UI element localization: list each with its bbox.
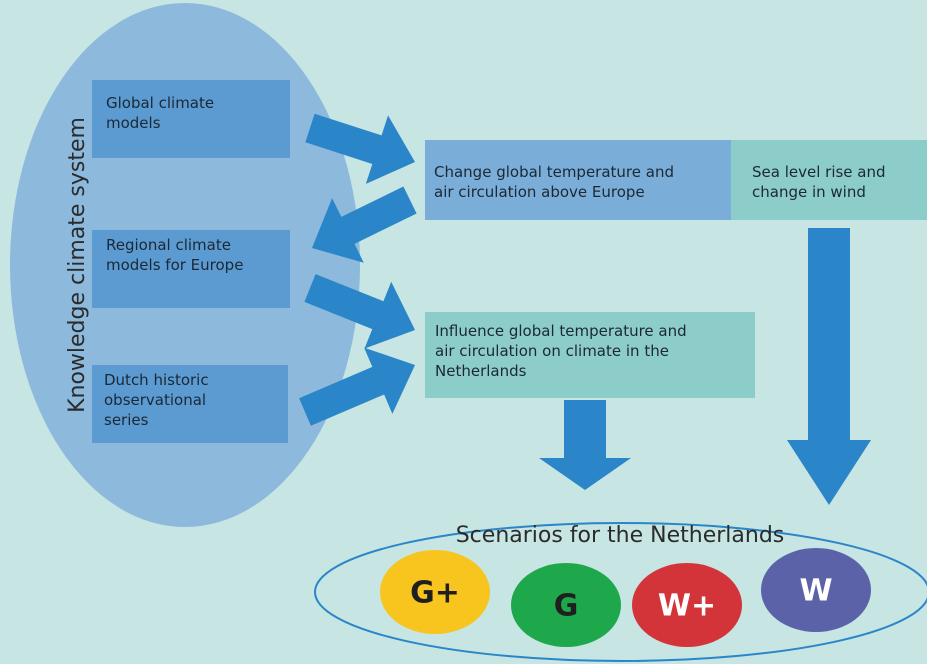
- box-text: Change global temperature and air circula…: [434, 163, 674, 201]
- scenario-label: G: [554, 589, 579, 624]
- arrow: [312, 186, 417, 263]
- box-text: Sea level rise and change in wind: [752, 163, 886, 201]
- text-line: Influence global temperature and: [435, 322, 687, 340]
- text-line: change in wind: [752, 183, 866, 201]
- scenario-circle: [380, 550, 490, 634]
- arrow: [305, 113, 415, 184]
- box-text: Global climate models: [106, 94, 214, 132]
- text-line: Netherlands: [435, 362, 527, 380]
- box-text: Influence global temperature and air circ…: [435, 322, 687, 380]
- arrow: [539, 400, 631, 490]
- text-line: models: [106, 114, 161, 132]
- text-line: observational: [104, 391, 206, 409]
- box-text: Dutch historic observational series: [104, 371, 209, 429]
- source-box: [92, 80, 290, 158]
- arrow: [304, 274, 415, 349]
- text-line: Regional climate: [106, 236, 231, 254]
- effect-box: [731, 140, 927, 220]
- scenario-title: Scenarios for the Netherlands: [456, 523, 785, 548]
- effect-box: [425, 312, 755, 398]
- scenario-circle: [511, 563, 621, 647]
- text-line: Global climate: [106, 94, 214, 112]
- text-line: Dutch historic: [104, 371, 209, 389]
- text-line: air circulation on climate in the: [435, 342, 669, 360]
- arrow: [787, 228, 871, 505]
- text-line: air circulation above Europe: [434, 183, 645, 201]
- text-line: Sea level rise and: [752, 163, 886, 181]
- arrow: [299, 347, 415, 426]
- knowledge-label: Knowledge climate system: [65, 117, 90, 413]
- source-box: [92, 365, 288, 443]
- text-line: series: [104, 411, 149, 429]
- scenario-label: W: [799, 574, 832, 609]
- scenario-ellipse: [314, 522, 927, 662]
- scenario-circle: [632, 563, 742, 647]
- text-line: Change global temperature and: [434, 163, 674, 181]
- source-box: [92, 230, 290, 308]
- box-text: Regional climate models for Europe: [106, 236, 243, 274]
- scenario-label: W+: [658, 589, 716, 624]
- scenario-circle: [761, 548, 871, 632]
- scenario-label: G+: [410, 576, 460, 611]
- content: Global climate models Regional climate mode…: [104, 94, 886, 647]
- text-line: models for Europe: [106, 256, 243, 274]
- effect-box: [425, 140, 731, 220]
